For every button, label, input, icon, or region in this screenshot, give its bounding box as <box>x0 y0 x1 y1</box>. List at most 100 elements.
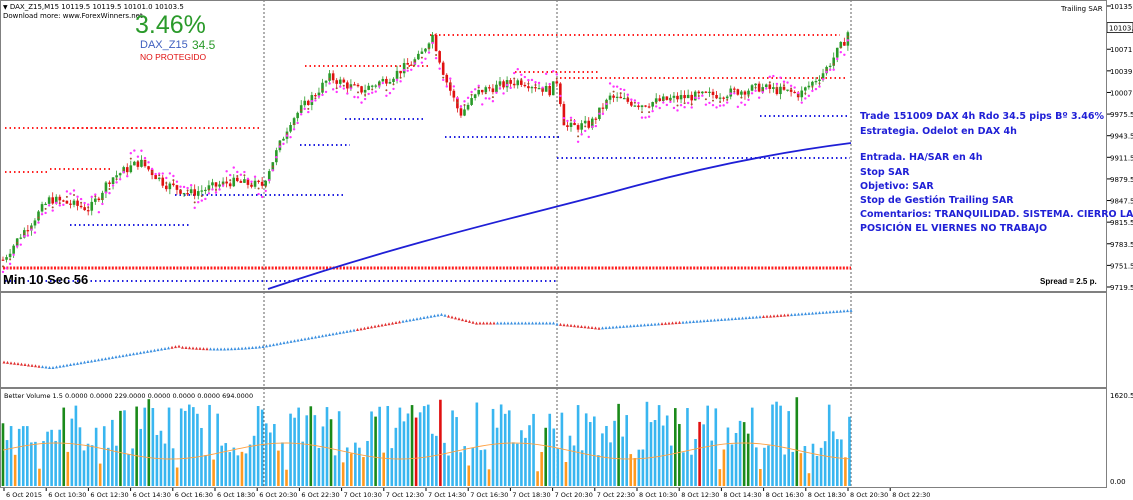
sar-dot-secondary <box>733 90 736 93</box>
oscillator-marker <box>510 321 513 325</box>
sar-dot <box>569 116 573 119</box>
sar-dot-secondary <box>222 182 225 185</box>
volume-bar <box>463 446 466 486</box>
candle-body <box>1 259 5 261</box>
price-label: 9879.5 <box>1110 176 1133 184</box>
oscillator-marker <box>419 316 422 320</box>
candle-body <box>509 80 512 84</box>
oscillator-marker <box>527 321 531 325</box>
volume-bar <box>439 399 442 486</box>
volume-bar <box>167 407 171 486</box>
oscillator-marker <box>440 312 443 316</box>
oscillator-marker <box>594 326 597 330</box>
sar-dot <box>438 67 441 70</box>
sar-dot-secondary <box>775 87 778 90</box>
candle-body <box>143 159 147 167</box>
oscillator-marker <box>62 364 65 368</box>
oscillator-marker <box>104 357 107 361</box>
sar-dot-secondary <box>541 88 544 91</box>
sar-levels <box>3 34 851 282</box>
volume-bar <box>722 449 726 486</box>
sar-dot <box>630 98 633 101</box>
sar-dot-secondary <box>108 188 111 191</box>
candle-body <box>498 81 502 85</box>
candle-body <box>65 200 69 204</box>
oscillator-marker <box>349 329 352 333</box>
sar-dot <box>229 173 232 177</box>
sar-dot-secondary <box>584 125 587 128</box>
oscillator-marker <box>268 343 272 347</box>
candle-body <box>175 185 179 190</box>
candle-body <box>328 73 331 81</box>
sar-dot <box>541 86 544 89</box>
volume-bar <box>678 423 681 486</box>
sar-dot <box>275 156 278 159</box>
sar-dot <box>324 90 328 94</box>
volume-bar <box>66 451 70 486</box>
oscillator-marker <box>317 334 321 338</box>
candle-body <box>19 237 23 239</box>
oscillator-marker <box>331 332 335 336</box>
oscillator-marker <box>566 323 569 327</box>
sar-dot-secondary <box>499 84 501 87</box>
oscillator-marker <box>128 352 132 356</box>
sar-dot <box>143 156 147 160</box>
volume-bar <box>285 469 288 486</box>
time-label: 6 Oct 10:30 <box>48 491 86 499</box>
oscillator-marker <box>489 321 492 325</box>
candle-body <box>520 80 523 85</box>
dropdown-icon[interactable]: ▼ <box>3 4 8 11</box>
volume-bar <box>289 413 292 486</box>
candle-body <box>335 80 338 84</box>
oscillator-marker <box>398 320 401 324</box>
sar-dot <box>544 72 548 76</box>
candle-body <box>133 161 136 166</box>
oscillator-marker <box>723 317 727 321</box>
sar-dot <box>640 116 644 119</box>
sar-dot-secondary <box>16 241 19 244</box>
volume-bar <box>216 413 219 486</box>
oscillator-marker <box>744 316 748 320</box>
candle-body <box>186 193 189 195</box>
volume-bar <box>86 443 90 486</box>
sar-dot <box>477 84 480 88</box>
volume-bar <box>9 426 13 486</box>
sar-dots <box>1 35 850 274</box>
oscillator-marker <box>646 323 650 327</box>
candle-body <box>101 192 104 201</box>
candle-body <box>420 51 424 54</box>
oscillator-marker <box>184 345 188 349</box>
oscillator-marker <box>384 322 387 326</box>
candle-body <box>236 177 239 182</box>
oscillator-marker <box>156 348 160 352</box>
sar-dot-secondary <box>278 142 281 145</box>
oscillator-marker <box>163 346 167 350</box>
candle-body <box>516 80 520 86</box>
sar-dot <box>598 112 601 115</box>
candle-body <box>580 123 583 130</box>
sar-dot <box>449 77 452 80</box>
sar-dot <box>239 173 243 176</box>
volume-bar <box>750 407 754 486</box>
sar-dot <box>665 103 669 107</box>
oscillator-marker <box>160 347 163 351</box>
volume-bar <box>42 441 45 486</box>
sar-dot <box>225 170 228 173</box>
sar-dot-secondary <box>186 189 189 192</box>
sar-dot <box>118 178 122 181</box>
oscillator-marker <box>482 321 485 325</box>
candle-body <box>250 184 253 187</box>
sar-dot <box>626 93 629 96</box>
volume-bar <box>572 445 576 486</box>
sar-dot <box>129 152 132 155</box>
symbol-line: DAX_Z15,M15 10119.5 10119.5 10101.0 1010… <box>9 3 184 11</box>
oscillator-marker <box>153 348 156 352</box>
oscillator-marker <box>674 321 678 325</box>
oscillator-marker <box>338 331 342 335</box>
sar-dot-secondary <box>683 102 686 105</box>
sar-dot <box>488 97 491 100</box>
candle-body <box>40 204 44 212</box>
oscillator-marker <box>555 322 559 326</box>
